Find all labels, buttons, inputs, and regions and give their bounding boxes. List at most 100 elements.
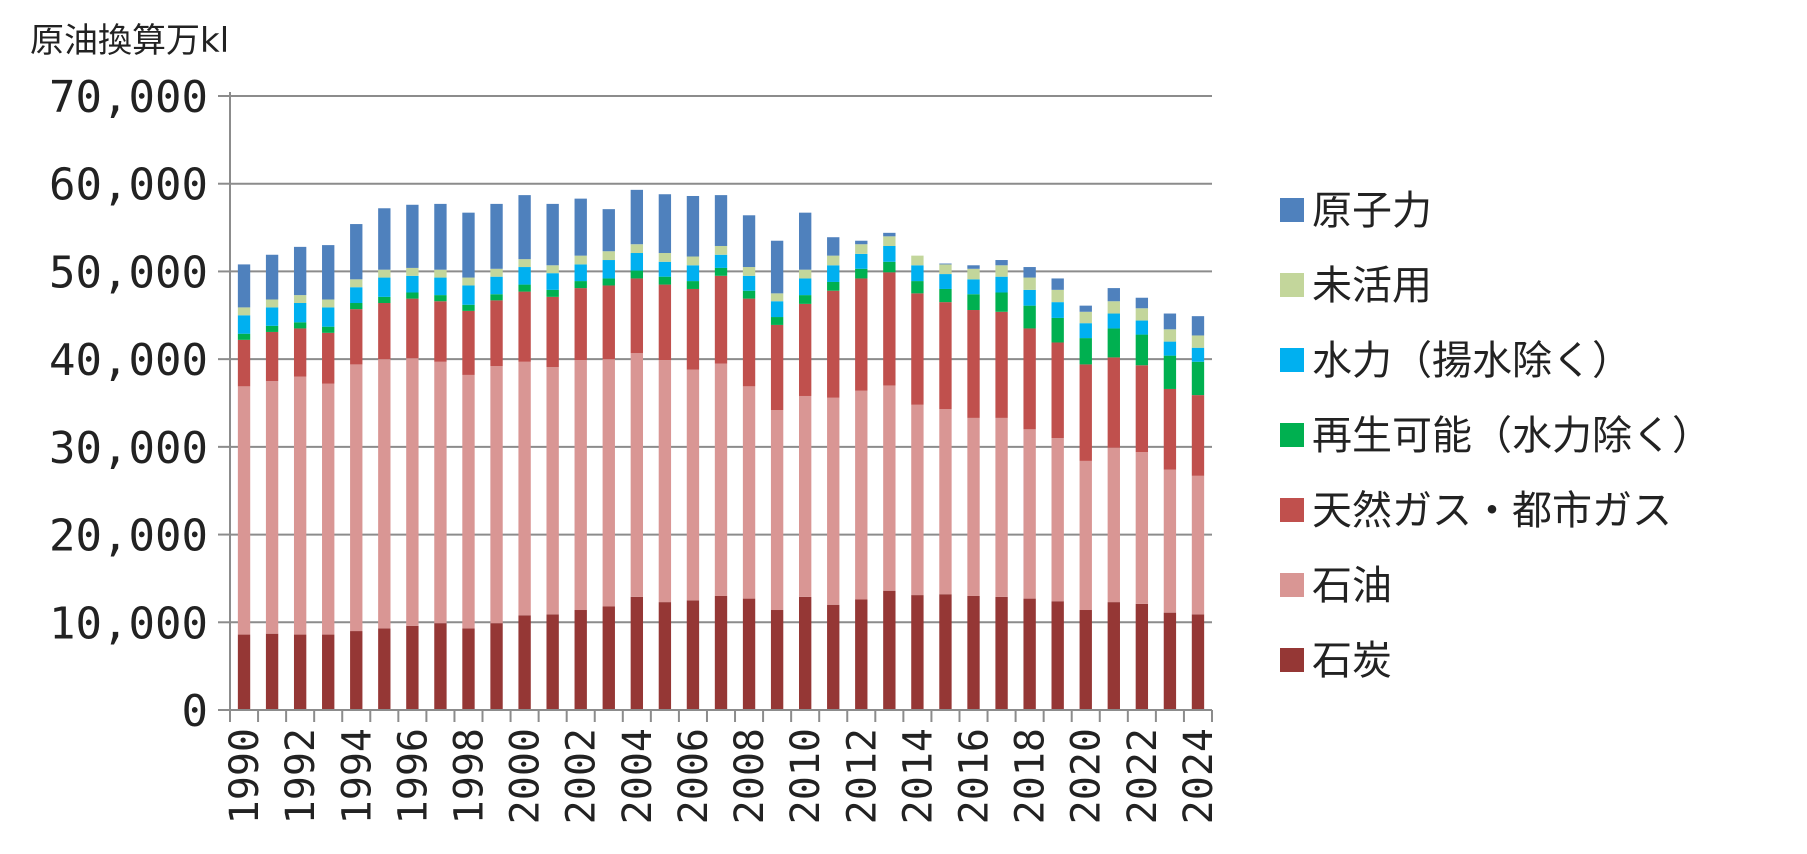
bar-segment	[462, 285, 475, 305]
legend-label: 再生可能（水力除く）	[1312, 413, 1712, 459]
legend-label: 水力（揚水除く）	[1312, 338, 1632, 384]
bar-segment	[265, 331, 279, 382]
bar-segment	[406, 267, 419, 276]
bar-segment	[911, 281, 924, 294]
y-tick-label: 50,000	[49, 247, 208, 298]
bar-segment	[827, 281, 840, 291]
bar-segment	[827, 255, 840, 266]
bar-segment	[293, 634, 307, 710]
bar-segment	[265, 307, 279, 326]
bar-segment	[378, 269, 391, 278]
bar-segment	[293, 328, 307, 377]
x-tick-label: 1998	[446, 728, 492, 824]
bar-segment	[855, 268, 868, 279]
bar-segment	[799, 596, 812, 710]
bar-segment	[322, 245, 335, 300]
bar-segment	[1051, 438, 1064, 602]
bar-segment	[883, 261, 896, 273]
bar-segment	[265, 299, 279, 308]
bar-segment	[237, 634, 251, 710]
bar-segment	[518, 195, 531, 260]
bar-segment	[1023, 289, 1036, 306]
bar-segment	[995, 276, 1008, 293]
bar-segment	[770, 324, 784, 411]
bar-segment	[237, 386, 251, 635]
bar-segment	[686, 265, 700, 282]
bar-segment	[967, 268, 980, 280]
bar-segment	[686, 369, 700, 601]
bar-segment	[1051, 601, 1064, 710]
axes: 0 10,000 20,000 30,000 40,000 50,000 60,000 70,…	[49, 72, 1222, 824]
bar-segment	[1107, 357, 1120, 448]
bar-segment	[799, 395, 812, 597]
x-tick-label: 2008	[727, 728, 773, 824]
bar-segment	[602, 606, 615, 710]
bar-segment	[883, 232, 896, 237]
bar-segment	[995, 260, 1008, 266]
x-tick-label: 1992	[278, 728, 324, 824]
bar-segment	[855, 278, 868, 391]
bar-segment	[799, 303, 812, 396]
bar-segment	[462, 304, 475, 311]
x-tick-label: 2018	[1008, 728, 1054, 824]
bar-segment	[462, 628, 475, 710]
bar-segment	[658, 284, 672, 361]
bar-segment	[546, 367, 559, 615]
bar-segment	[658, 602, 672, 710]
bar-segment	[967, 595, 980, 710]
bar-segment	[1191, 335, 1205, 348]
x-tick-label: 1996	[390, 728, 436, 824]
bar-segment	[686, 288, 700, 370]
bar-segment	[602, 285, 615, 360]
bar-segment	[742, 215, 756, 268]
bar-segment	[322, 383, 335, 635]
bar-segment	[350, 631, 363, 710]
bar-segment	[1051, 317, 1064, 343]
legend-swatch	[1280, 348, 1304, 372]
bar-segment	[630, 353, 644, 597]
bar-segment	[714, 363, 728, 596]
legend-swatch	[1280, 573, 1304, 597]
bar-segment	[1079, 460, 1092, 610]
bar-segment	[799, 269, 812, 279]
bar-segment	[855, 599, 868, 710]
bar-segment	[658, 253, 672, 262]
bar-segment	[1163, 313, 1177, 330]
bar-segment	[462, 277, 475, 286]
bar-segment	[434, 269, 447, 278]
bar-segment	[350, 287, 363, 304]
bar-segment	[827, 397, 840, 605]
bar-segment	[967, 310, 980, 418]
bar-segment	[630, 253, 644, 271]
bar-segment	[967, 279, 980, 295]
bar-segment	[883, 590, 896, 710]
bar-segment	[293, 246, 307, 296]
bar-segment	[714, 245, 728, 255]
y-tick-label: 60,000	[49, 160, 208, 211]
bar-segment	[546, 203, 559, 266]
y-tick-label: 30,000	[49, 423, 208, 474]
bar-segment	[742, 290, 756, 299]
bar-segment	[770, 293, 784, 302]
bar-segment	[939, 264, 952, 275]
bar-segment	[1163, 341, 1177, 356]
bar-segment	[1135, 603, 1149, 710]
x-tick-label: 1990	[222, 728, 268, 824]
bar-segment	[1051, 278, 1064, 290]
bar-segment	[434, 623, 447, 710]
bar-segment	[1023, 598, 1036, 710]
bar-segment	[602, 251, 615, 261]
bar-segment	[995, 292, 1008, 312]
bar-segment	[1191, 614, 1205, 710]
bar-segment	[1079, 323, 1092, 339]
legend-swatch	[1280, 423, 1304, 447]
bar-segment	[911, 255, 924, 266]
bar-segment	[406, 292, 419, 299]
bar-segment	[967, 294, 980, 311]
x-tick-label: 2020	[1064, 728, 1110, 824]
bar-segment	[490, 276, 503, 295]
bar-segment	[1163, 355, 1177, 389]
bar-segment	[574, 198, 587, 256]
bar-segment	[995, 596, 1008, 710]
